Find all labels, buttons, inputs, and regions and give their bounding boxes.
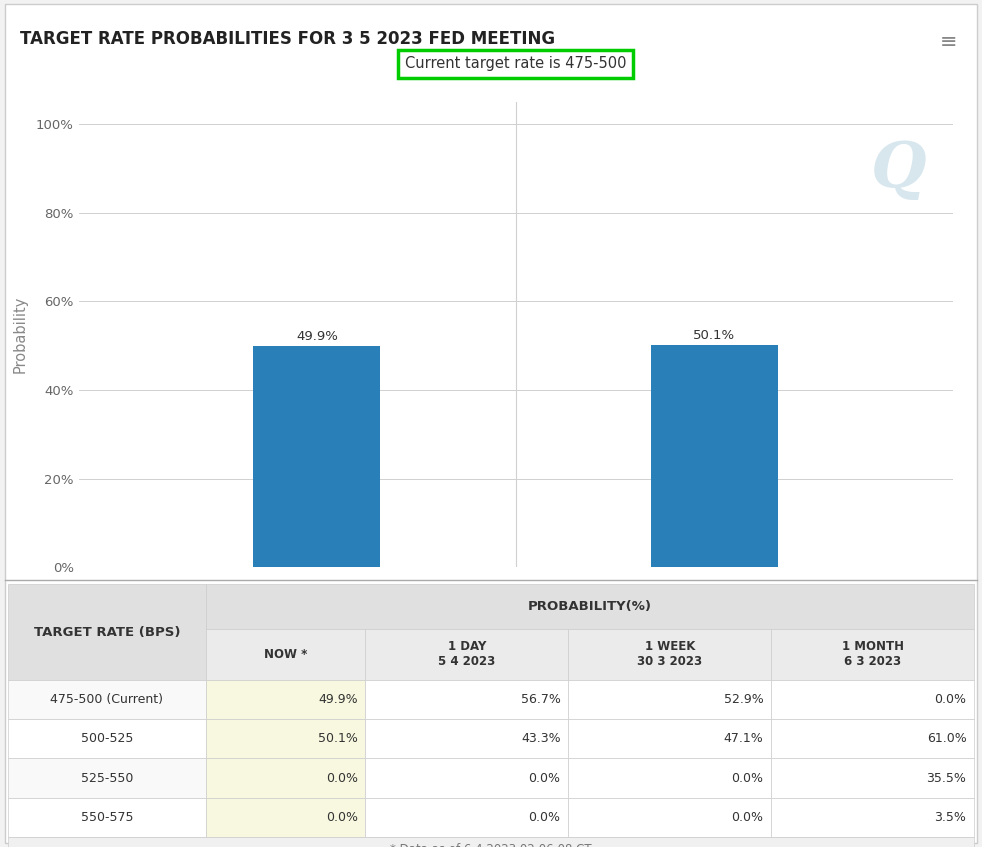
Bar <box>206 798 365 837</box>
Bar <box>206 628 365 679</box>
Bar <box>569 628 771 679</box>
Bar <box>206 759 365 798</box>
Text: 525-550: 525-550 <box>81 772 134 784</box>
Text: 3.5%: 3.5% <box>935 811 966 824</box>
Bar <box>365 759 569 798</box>
Bar <box>771 628 974 679</box>
Bar <box>365 798 569 837</box>
Bar <box>253 346 380 567</box>
Bar <box>8 798 206 837</box>
Bar <box>8 837 974 847</box>
Text: 0.0%: 0.0% <box>732 811 763 824</box>
Text: 0.0%: 0.0% <box>326 772 357 784</box>
Text: 61.0%: 61.0% <box>927 733 966 745</box>
Bar <box>8 759 206 798</box>
Bar <box>771 798 974 837</box>
Bar <box>569 798 771 837</box>
Text: 47.1%: 47.1% <box>724 733 763 745</box>
Text: PROBABILITY(%): PROBABILITY(%) <box>528 601 652 613</box>
Text: 475-500 (Current): 475-500 (Current) <box>50 693 163 706</box>
Bar <box>206 679 365 719</box>
Text: 56.7%: 56.7% <box>520 693 561 706</box>
Text: 0.0%: 0.0% <box>528 772 561 784</box>
Bar <box>206 584 974 628</box>
Text: ≡: ≡ <box>940 32 957 53</box>
Y-axis label: Probability: Probability <box>13 296 27 374</box>
Bar <box>8 719 206 759</box>
Text: 49.9%: 49.9% <box>296 329 338 342</box>
Text: 475-500: 475-500 <box>290 603 345 616</box>
Bar <box>569 679 771 719</box>
Text: Q: Q <box>871 139 926 201</box>
Bar <box>569 719 771 759</box>
Text: 1 WEEK
30 3 2023: 1 WEEK 30 3 2023 <box>637 640 702 668</box>
Text: 500-525: 500-525 <box>686 603 742 616</box>
Text: * Data as of 6 4 2023 02:06:08 CT: * Data as of 6 4 2023 02:06:08 CT <box>390 844 592 847</box>
Text: 1 DAY
5 4 2023: 1 DAY 5 4 2023 <box>438 640 496 668</box>
Bar <box>8 679 206 719</box>
Text: 500-525: 500-525 <box>81 733 134 745</box>
Bar <box>771 719 974 759</box>
Bar <box>8 584 206 679</box>
Text: TARGET RATE (BPS): TARGET RATE (BPS) <box>33 626 180 639</box>
Bar <box>365 719 569 759</box>
Text: 50.1%: 50.1% <box>318 733 357 745</box>
Bar <box>569 759 771 798</box>
Bar <box>365 679 569 719</box>
Text: 0.0%: 0.0% <box>528 811 561 824</box>
Bar <box>365 628 569 679</box>
Text: 0.0%: 0.0% <box>732 772 763 784</box>
Text: 550-575: 550-575 <box>81 811 134 824</box>
Text: 50.1%: 50.1% <box>693 329 736 341</box>
Text: NOW *: NOW * <box>264 648 307 661</box>
Text: 35.5%: 35.5% <box>927 772 966 784</box>
Text: 0.0%: 0.0% <box>326 811 357 824</box>
Text: 1 MONTH
6 3 2023: 1 MONTH 6 3 2023 <box>842 640 903 668</box>
Bar <box>771 759 974 798</box>
Text: 0.0%: 0.0% <box>935 693 966 706</box>
Text: 49.9%: 49.9% <box>318 693 357 706</box>
Bar <box>206 719 365 759</box>
X-axis label: Target Rate (in bps): Target Rate (in bps) <box>444 612 587 626</box>
Bar <box>771 679 974 719</box>
Text: Current target rate is 475-500: Current target rate is 475-500 <box>405 57 627 71</box>
Text: TARGET RATE PROBABILITIES FOR 3 5 2023 FED MEETING: TARGET RATE PROBABILITIES FOR 3 5 2023 F… <box>20 30 555 47</box>
Bar <box>651 346 778 567</box>
Text: 52.9%: 52.9% <box>724 693 763 706</box>
Text: 43.3%: 43.3% <box>520 733 561 745</box>
